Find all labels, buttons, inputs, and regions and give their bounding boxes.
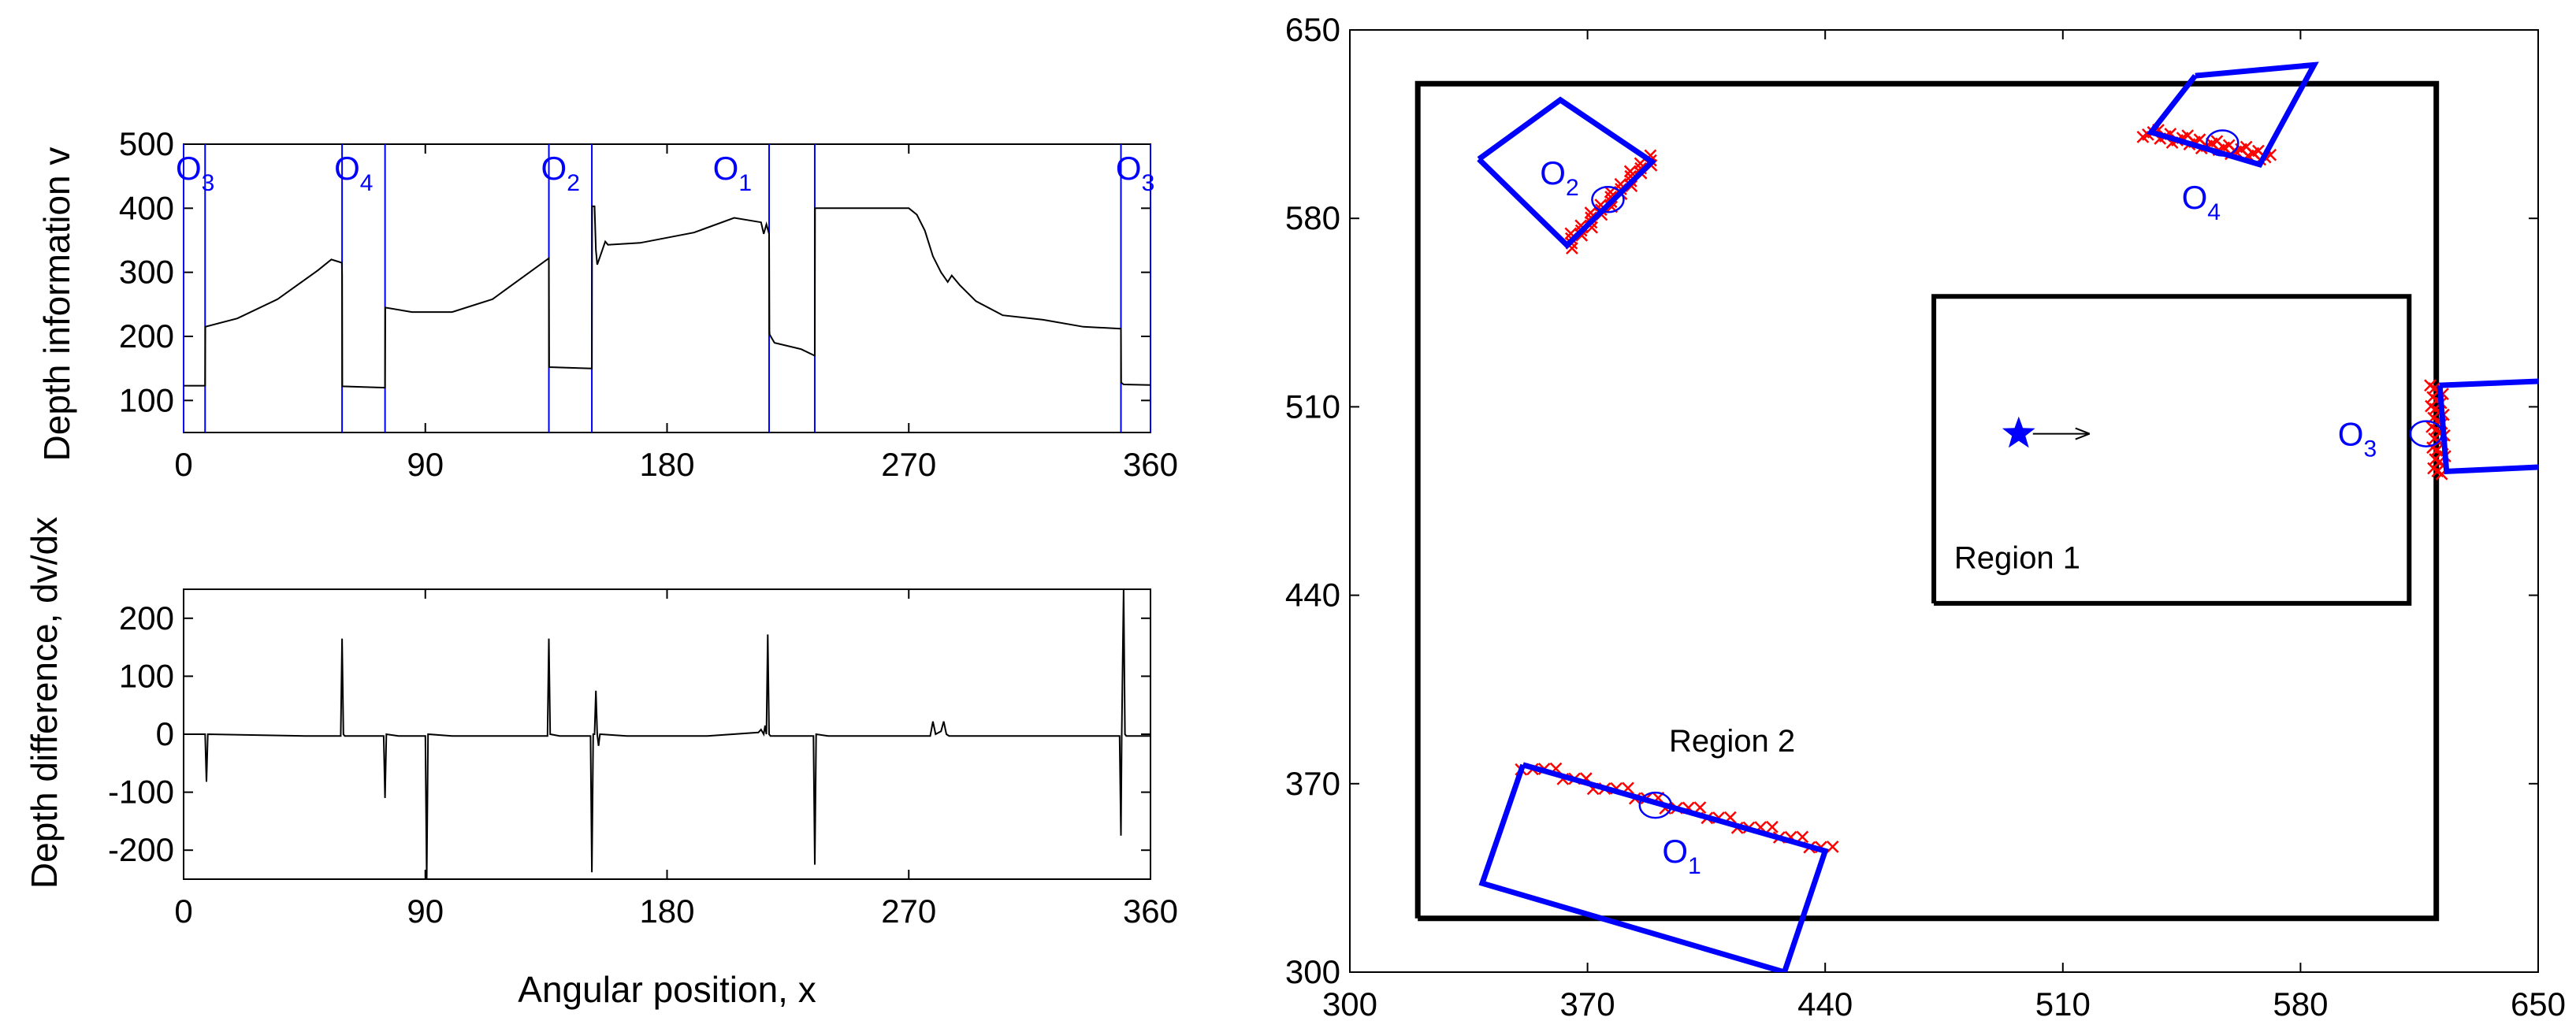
x-tick-label: 180: [639, 893, 694, 930]
object-label-main: O: [541, 150, 567, 187]
y-tick-label: 650: [1285, 11, 1340, 48]
x-tick-label: 360: [1123, 446, 1178, 483]
y-tick-label: 100: [119, 381, 174, 418]
y-tick-label: 510: [1285, 388, 1340, 425]
scan-point-marker: [1766, 820, 1779, 833]
x-axis-label: Angular position, x: [518, 969, 816, 1010]
x-tick-label: 180: [639, 446, 694, 483]
scan-point-marker: [1623, 165, 1637, 178]
object-label: O1: [713, 150, 752, 196]
object-label-main: O: [2338, 416, 2364, 453]
x-tick-label: 0: [174, 446, 192, 483]
object-label-main: O: [713, 150, 739, 187]
object-label-main: O: [1540, 154, 1566, 191]
object-label-sub: 3: [202, 170, 215, 196]
x-tick-label: 360: [1123, 893, 1178, 930]
object-label-sub: 3: [2363, 436, 2377, 462]
x-tick-label: 0: [174, 893, 192, 930]
robot-heading-arrowhead: [2075, 427, 2091, 440]
obstacle-label: O1: [1662, 833, 1701, 879]
obstacle-outline: [2146, 61, 2319, 169]
x-tick-label: 370: [1560, 986, 1615, 1023]
plot-frame: [1349, 29, 2539, 973]
object-label: O3: [176, 150, 214, 196]
obstacle-center-circle: [1591, 186, 1625, 213]
y-axis-label: Depth difference, dv/dx: [24, 517, 65, 889]
object-label-main: O: [334, 150, 360, 187]
object-label-main: O: [1116, 150, 1142, 187]
obstacle-center-circle: [2409, 420, 2444, 447]
object-label-sub: 3: [1142, 170, 1155, 196]
region-1-wall: [1931, 294, 2412, 606]
object-label-sub: 4: [2207, 199, 2221, 225]
plot-frame: [183, 588, 1151, 880]
object-label-main: O: [176, 150, 202, 187]
y-tick-label: 200: [119, 600, 174, 637]
y-tick-label: 300: [1285, 953, 1340, 990]
obstacle-label: O4: [2182, 179, 2221, 225]
y-tick-label: 400: [119, 189, 174, 226]
y-tick-label: 440: [1285, 577, 1340, 614]
y-tick-label: 100: [119, 657, 174, 694]
y-tick-label: 200: [119, 317, 174, 355]
obstacle-outline: [1477, 96, 1657, 250]
x-tick-label: 650: [2511, 986, 2566, 1023]
robot-star-marker: [2002, 416, 2035, 448]
object-label-main: O: [1662, 833, 1688, 870]
x-tick-label: 90: [407, 446, 444, 483]
object-label: O3: [1116, 150, 1154, 196]
scan-point-marker: [1826, 840, 1839, 853]
region-1-label: Region 1: [1954, 540, 2080, 575]
x-tick-label: 90: [407, 893, 444, 930]
environment-map-panel: 300 370 440 510 580 650300370440510580650O1O2…: [1285, 11, 2566, 1023]
x-tick-label: 510: [2035, 986, 2091, 1023]
y-tick-label: 0: [156, 715, 174, 752]
object-label: O2: [541, 150, 580, 196]
y-tick-label: 500: [119, 125, 174, 162]
x-tick-label: 300: [1322, 986, 1377, 1023]
x-tick-label: 580: [2273, 986, 2328, 1023]
scan-point-marker: [1693, 801, 1707, 814]
obstacle-label: O2: [1540, 154, 1578, 201]
object-label: O4: [334, 150, 373, 196]
object-label-sub: 1: [1688, 853, 1701, 879]
x-tick-label: 440: [1797, 986, 1853, 1023]
object-label-sub: 4: [360, 170, 374, 196]
x-tick-label: 270: [881, 446, 936, 483]
depth-series-line: [184, 205, 1151, 389]
obstacle-outline: [1478, 762, 1829, 972]
outer-boundary-wall: [1414, 80, 2440, 922]
obstacle-center-circle: [2206, 129, 2240, 157]
x-tick-label: 270: [881, 893, 936, 930]
y-tick-label: -100: [108, 774, 174, 811]
y-tick-label: 370: [1285, 765, 1340, 802]
y-tick-label: -200: [108, 831, 174, 868]
object-label-sub: 2: [1566, 175, 1579, 201]
difference-series-line: [184, 588, 1150, 880]
y-tick-label: 300: [119, 254, 174, 291]
obstacle-outline: [2437, 378, 2538, 475]
region-2-label: Region 2: [1669, 724, 1795, 759]
y-axis-label: Depth information v: [36, 147, 77, 462]
object-label-main: O: [2182, 179, 2208, 216]
object-label-sub: 2: [567, 170, 580, 196]
plot-frame: [183, 143, 1151, 433]
y-tick-label: 580: [1285, 199, 1340, 236]
depth-difference-panel: 0 90 180 270 360 -200 -100 0 100 200 Angular posit…: [24, 517, 1178, 1010]
obstacle-label: O3: [2338, 416, 2377, 462]
obstacle-center-circle: [1638, 791, 1673, 819]
object-label-sub: 1: [738, 170, 752, 196]
